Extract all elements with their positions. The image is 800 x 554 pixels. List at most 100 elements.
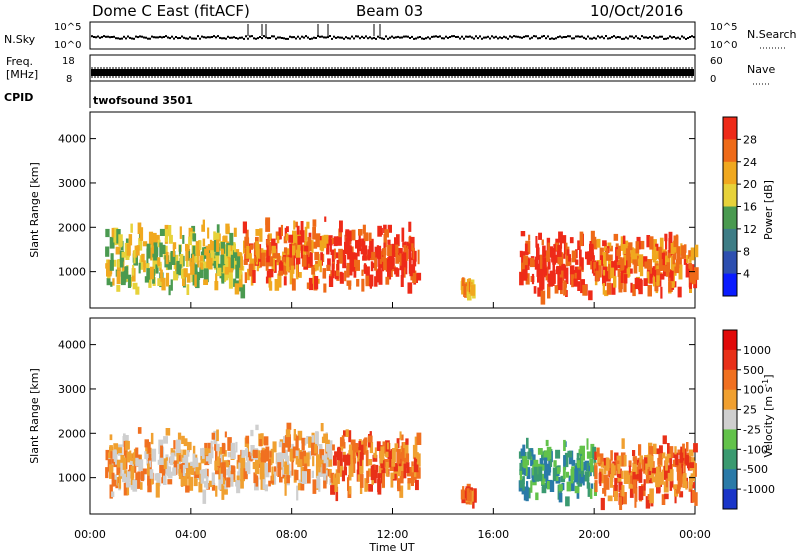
echo-cell [333,236,338,247]
echo-cell [283,276,287,286]
echo-cell [203,279,208,285]
colorbar-tick-label: 25 [743,404,757,417]
echo-cell [114,474,117,485]
echo-cell [284,455,290,465]
echo-cell [587,482,591,497]
echo-cell [695,244,699,258]
echo-cell [339,451,343,462]
echo-cell [314,251,320,261]
echo-cell [339,220,343,233]
echo-cell [268,256,274,267]
echo-cell [367,435,373,443]
echo-cell [275,231,281,240]
nsky-sample [581,35,583,38]
echo-cell [246,442,250,452]
echo-cell [216,239,220,252]
echo-cell [183,438,188,447]
echo-cell [323,433,328,441]
echo-cell [561,482,565,491]
echo-cell [285,233,289,241]
echo-cell [633,261,638,274]
echo-cell [623,454,627,467]
nsky-sample [107,35,109,38]
nsky-sample [461,35,463,38]
echo-cell [369,274,372,289]
echo-cell [284,227,287,237]
echo-cell [307,237,312,246]
echo-cell [243,259,248,265]
echo-cell [255,424,259,431]
echo-cell [689,287,692,293]
echo-cell [347,245,352,260]
echo-cell [225,257,231,266]
colorbar-tick-label: 1000 [743,344,771,357]
echo-cell [364,478,368,492]
echo-cell [539,254,543,269]
echo-cell [282,265,288,275]
echo-cell [346,232,352,241]
echo-cell [108,452,112,461]
echo-cell [647,454,652,466]
echo-cell [690,247,695,261]
echo-cell [228,274,233,289]
y-tick-label: 1000 [58,472,86,485]
nsky-sample [453,35,455,38]
nsky-sample [195,37,197,40]
nsky-sample [543,35,545,37]
nave-tick-bottom: 0 [710,74,716,85]
nsky-tick-bottom: 10^0 [54,40,81,51]
nsky-sample [625,36,627,39]
echo-cell [208,257,213,270]
echo-cell [604,242,607,251]
echo-cell [350,462,354,477]
echo-cell [622,492,627,505]
echo-cell [250,429,254,437]
echo-cell [558,492,563,503]
echo-cell [269,281,273,291]
nsky-sample [467,35,469,38]
echo-cell [188,476,194,491]
nsky-sample [331,37,333,40]
echo-cell [156,253,158,268]
echo-cell [413,464,419,473]
echo-cell [627,257,632,268]
echo-cell [215,250,220,265]
echo-cell [105,263,108,269]
nsky-sample [103,35,105,38]
colorbar-tick-label: 24 [743,156,757,169]
nsky-sample [271,35,273,38]
nsky-sample [301,35,303,38]
colorbar-band [723,228,737,252]
echo-cell [609,267,615,279]
echo-cell [141,253,145,262]
nsky-sample [383,37,385,40]
echo-cell [669,458,673,470]
echo-cell [380,458,385,469]
echo-cell [274,471,277,485]
echo-cell [569,237,574,244]
echo-cell [111,491,115,498]
echo-cell [634,494,637,508]
echo-cell [130,465,135,479]
nsky-sample [485,36,487,39]
echo-cell [216,456,220,467]
echo-cell [245,229,249,239]
nsky-sample [361,35,363,38]
echo-cell [395,244,399,254]
colorbar-tick-label: -25 [743,423,761,436]
echo-cell [609,245,613,252]
echo-cell [639,240,645,250]
echo-cell [300,245,303,259]
echo-cell [619,497,623,510]
echo-cell [151,245,154,254]
echo-cell [656,480,661,488]
nsky-sample [167,36,169,39]
echo-cell [398,463,401,477]
echo-cell [395,250,399,264]
echo-cell [577,460,580,468]
echo-cell [336,259,340,271]
echo-cell [195,467,200,475]
nsky-sample [567,35,569,38]
echo-cell [109,464,114,479]
echo-cell [588,463,592,472]
